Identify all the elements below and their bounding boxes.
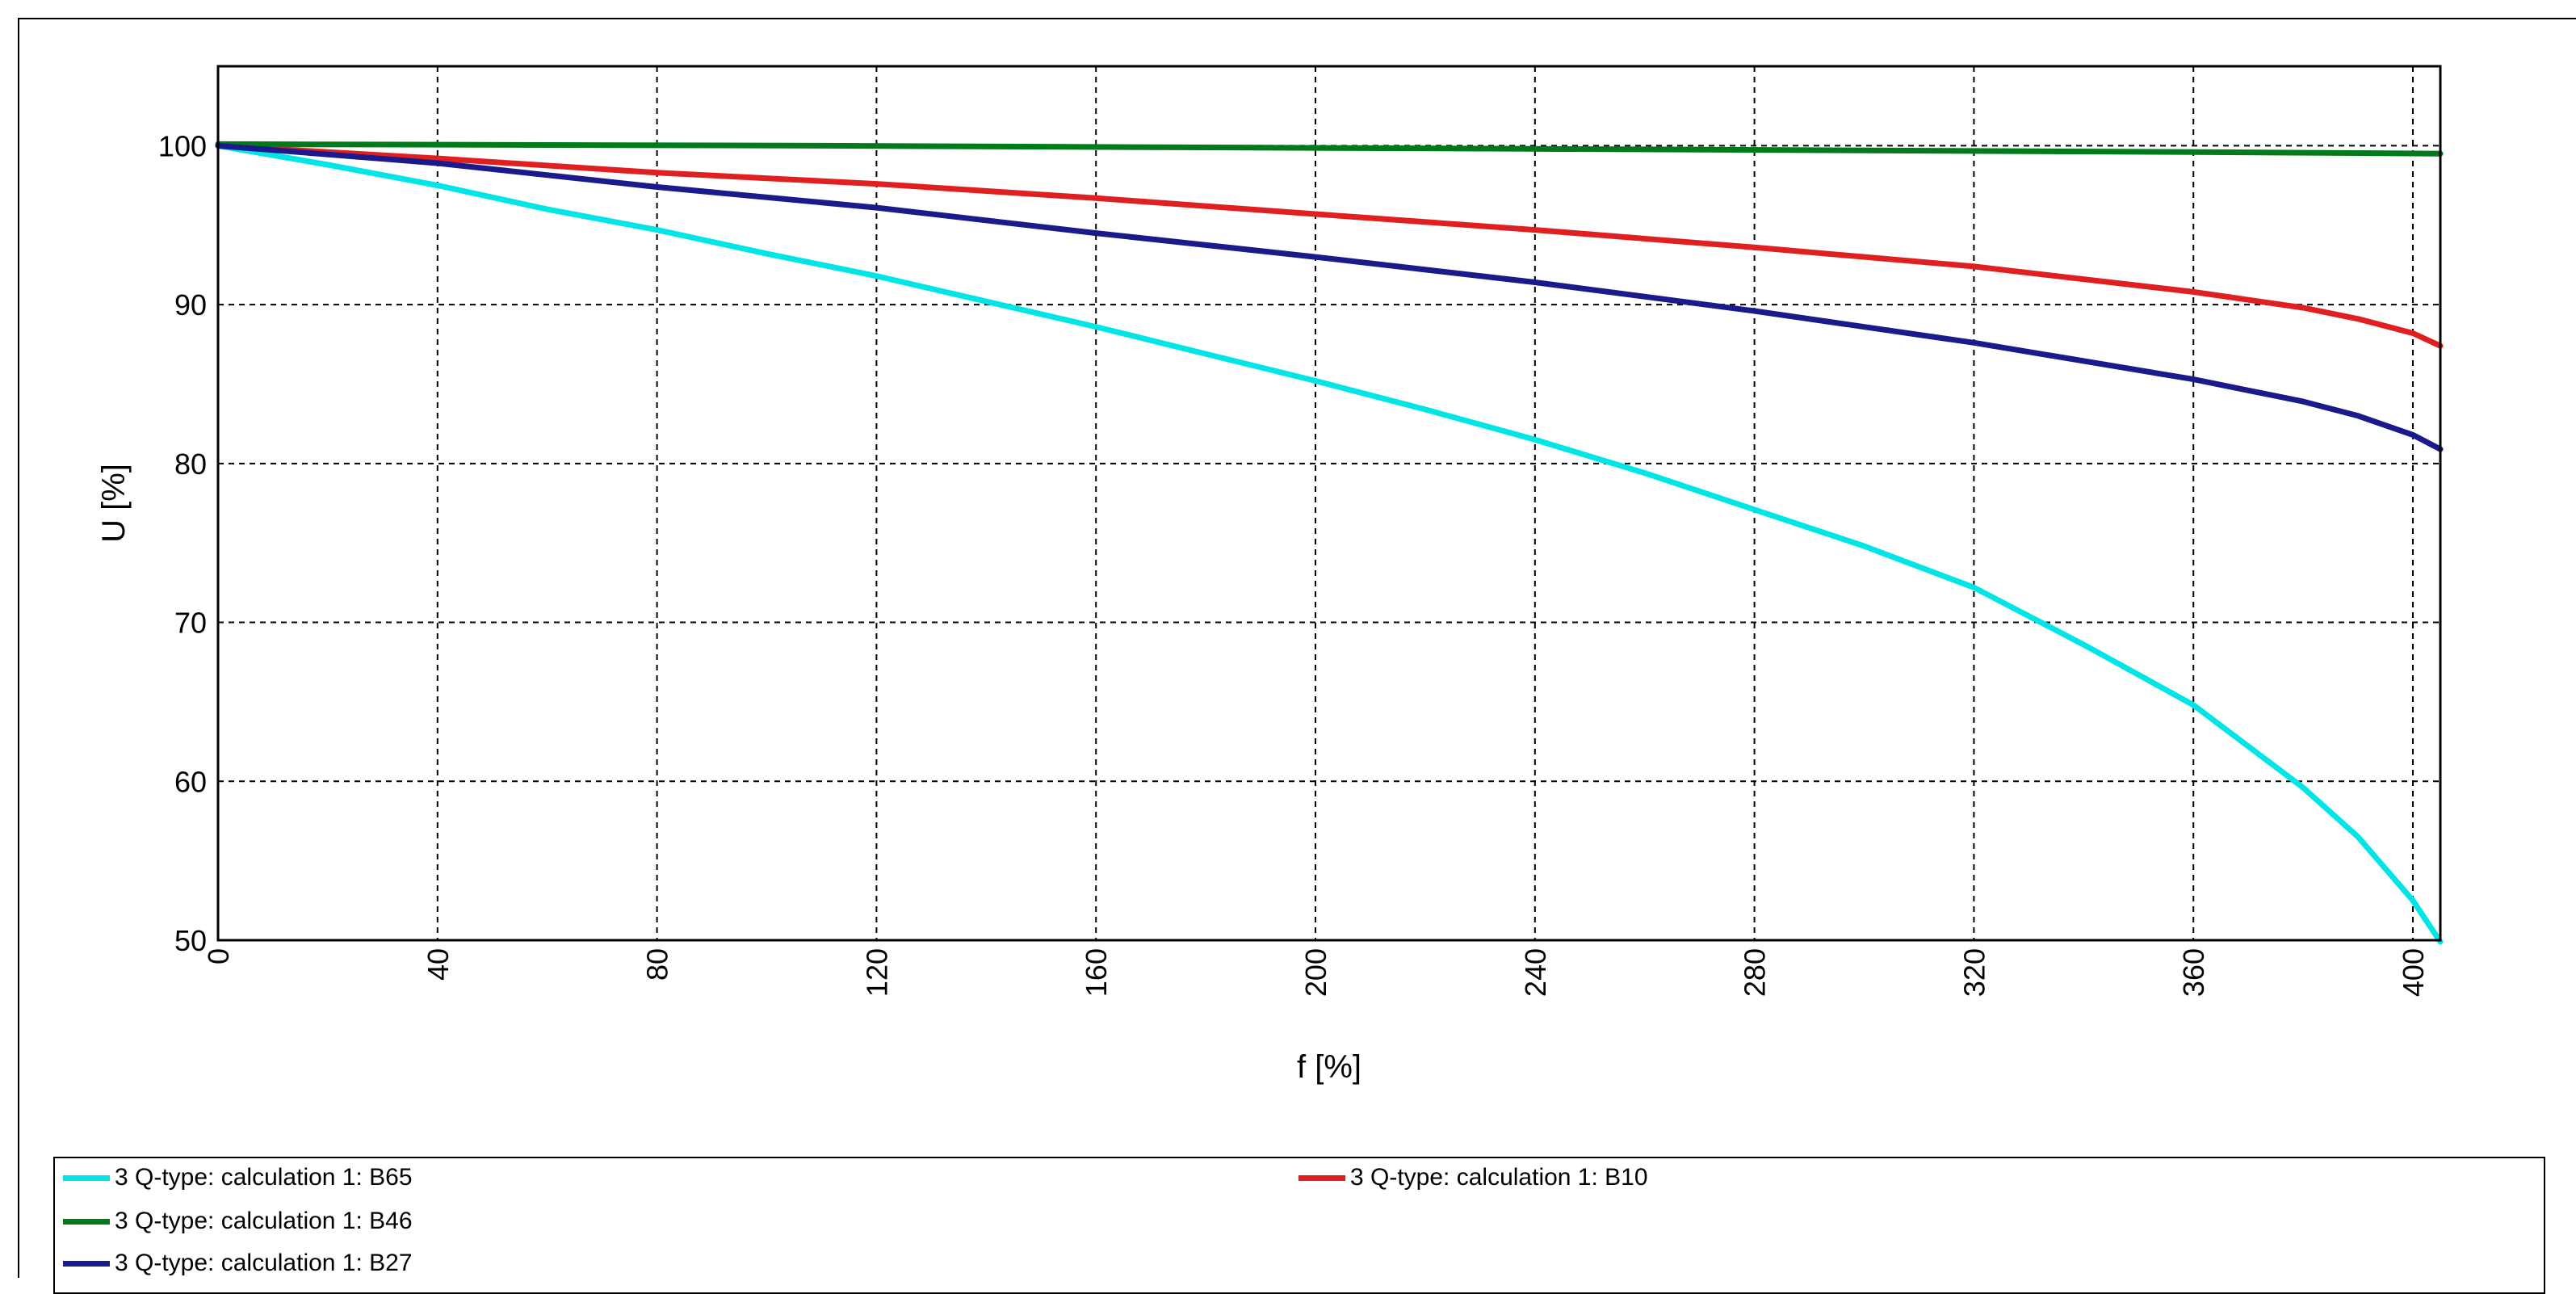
series-line-3	[215, 141, 2444, 157]
legend-label-b65: 3 Q-type: calculation 1: B65	[115, 1164, 413, 1191]
legend-label-b27: 3 Q-type: calculation 1: B27	[115, 1250, 413, 1276]
x-tick-label: 360	[2177, 948, 2210, 997]
series-line-2	[215, 142, 2444, 349]
legend-entry-b46: 3 Q-type: calculation 1: B46	[63, 1204, 413, 1239]
y-axis-title: U [%]	[96, 464, 132, 543]
x-tick-label: 160	[1080, 948, 1113, 997]
x-tick-label: 240	[1519, 948, 1552, 997]
y-tick-label: 80	[174, 447, 207, 481]
legend-swatch-b65	[63, 1174, 110, 1181]
legend-entry-b65: 3 Q-type: calculation 1: B65	[63, 1160, 413, 1195]
x-tick-label: 280	[1739, 948, 1772, 997]
legend-entry-b27: 3 Q-type: calculation 1: B27	[63, 1246, 413, 1281]
x-tick-label: 120	[860, 948, 893, 997]
x-tick-label: 80	[641, 948, 674, 981]
chart-window: 50 60 70 80 90 100 0 40 80 120 160 200 240 280 320 360 4…	[18, 18, 2576, 1294]
x-tick-label: 200	[1299, 948, 1332, 997]
y-tick-label: 60	[174, 765, 207, 798]
x-tick-label: 320	[1957, 948, 1991, 997]
legend-swatch-b10	[1298, 1174, 1345, 1181]
y-tick-label: 90	[174, 288, 207, 321]
legend-label-b46: 3 Q-type: calculation 1: B46	[115, 1208, 413, 1234]
y-tick-label: 100	[158, 129, 207, 162]
grid-lines	[218, 66, 2440, 940]
series-line-1	[215, 142, 2444, 945]
series-line-4	[215, 142, 2444, 452]
legend: 3 Q-type: calculation 1: B65 3 Q-type: c…	[53, 1157, 2545, 1294]
legend-swatch-b46	[63, 1218, 110, 1225]
y-tick-label: 50	[174, 924, 207, 957]
y-tick-label: 70	[174, 607, 207, 640]
x-tick-label: 400	[2397, 948, 2430, 997]
tick-labels: 50 60 70 80 90 100 0 40 80 120 160 200 240 280 320 360 4…	[158, 129, 2430, 997]
legend-label-b10: 3 Q-type: calculation 1: B10	[1350, 1164, 1648, 1191]
x-axis-title: f [%]	[1297, 1049, 1361, 1085]
x-tick-label: 40	[422, 948, 455, 981]
chart-plot: 50 60 70 80 90 100 0 40 80 120 160 200 240 280 320 360 4…	[96, 65, 2444, 1085]
x-tick-label: 0	[202, 948, 235, 964]
legend-entry-b10: 3 Q-type: calculation 1: B10	[1298, 1160, 1648, 1195]
series-lines	[215, 141, 2444, 945]
plot-frame	[216, 65, 2442, 942]
legend-swatch-b27	[63, 1260, 110, 1267]
